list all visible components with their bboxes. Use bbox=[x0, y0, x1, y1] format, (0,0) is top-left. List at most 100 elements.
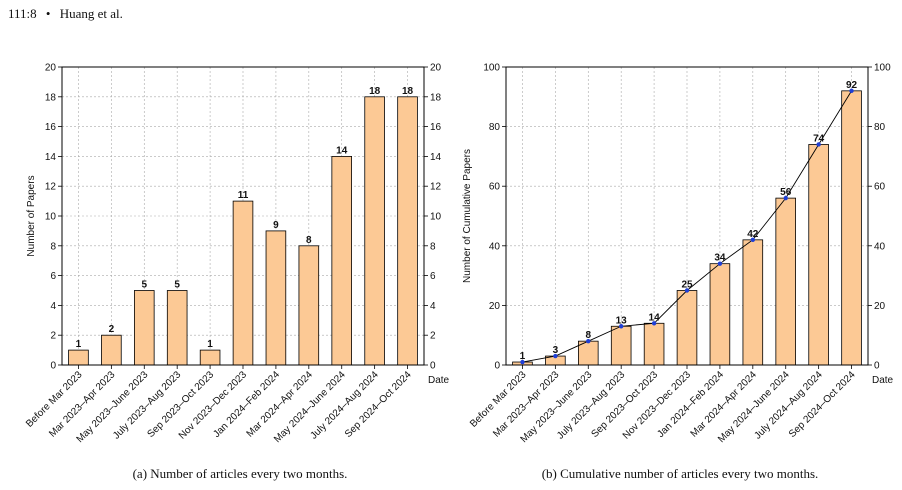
page-reference: 111:8 bbox=[8, 6, 37, 21]
value-label: 14 bbox=[336, 145, 348, 156]
y-tick-label-left: 100 bbox=[483, 63, 500, 74]
bar bbox=[808, 144, 829, 366]
y-tick-label-left: 60 bbox=[489, 182, 501, 193]
line-marker bbox=[684, 288, 690, 293]
line-marker bbox=[586, 338, 591, 344]
y-tick-label-right: 20 bbox=[430, 63, 442, 74]
value-label: 18 bbox=[402, 86, 414, 97]
y-tick-label-right: 12 bbox=[430, 182, 442, 193]
bar bbox=[298, 245, 320, 366]
y-tick-label-left: 14 bbox=[45, 152, 57, 163]
caption-a: (a) Number of articles every two months. bbox=[132, 466, 348, 481]
bar bbox=[742, 239, 764, 366]
bar bbox=[610, 325, 632, 366]
value-label: 8 bbox=[585, 330, 591, 341]
y-tick-label-left: 8 bbox=[50, 241, 56, 252]
value-label: 1 bbox=[207, 339, 213, 350]
bar bbox=[101, 334, 122, 366]
bar bbox=[331, 155, 353, 366]
y-tick-label-left: 20 bbox=[489, 301, 501, 312]
line-marker bbox=[553, 353, 558, 359]
bar bbox=[643, 322, 665, 366]
value-label: 18 bbox=[369, 86, 381, 97]
value-label: 3 bbox=[553, 345, 559, 356]
value-label: 56 bbox=[780, 187, 792, 198]
value-label: 5 bbox=[141, 280, 147, 291]
bar bbox=[232, 200, 254, 366]
x-tick-label: Sep 2024–Oct 2024 bbox=[787, 369, 858, 440]
value-label: 13 bbox=[616, 315, 628, 326]
y-tick-label-left: 40 bbox=[489, 241, 501, 252]
y-tick-label-left: 0 bbox=[494, 361, 500, 372]
y-tick-label-left: 2 bbox=[50, 331, 56, 342]
x-tick-label: Before Mar 2023 bbox=[468, 369, 529, 430]
y-axis-label: Number of Papers bbox=[26, 175, 37, 256]
value-label: 9 bbox=[273, 220, 279, 231]
y-tick-label-right: 0 bbox=[874, 361, 880, 372]
y-tick-label-right: 16 bbox=[430, 122, 442, 133]
line-marker bbox=[750, 237, 756, 243]
bar bbox=[265, 230, 287, 366]
bar bbox=[676, 290, 698, 366]
y-tick-label-right: 2 bbox=[430, 331, 436, 342]
y-tick-label-left: 10 bbox=[45, 212, 57, 223]
y-tick-label-right: 0 bbox=[430, 361, 436, 372]
value-label: 8 bbox=[306, 235, 312, 246]
value-label: 2 bbox=[109, 324, 115, 335]
y-axis-label: Number of Cumulative Papers bbox=[462, 149, 473, 283]
page-header: 111:8 • Huang et al. bbox=[8, 6, 129, 22]
y-tick-label-left: 0 bbox=[50, 361, 56, 372]
bar bbox=[68, 349, 89, 366]
y-tick-label-left: 16 bbox=[45, 122, 57, 133]
value-label: 34 bbox=[714, 253, 726, 264]
bar bbox=[166, 290, 188, 366]
line-marker bbox=[618, 324, 624, 329]
bar bbox=[199, 349, 221, 366]
header-authors: Huang et al. bbox=[59, 6, 123, 21]
bar bbox=[133, 290, 155, 366]
line-marker bbox=[520, 359, 525, 365]
y-tick-label-left: 4 bbox=[50, 301, 56, 312]
y-tick-label-right: 14 bbox=[430, 152, 442, 163]
value-label: 11 bbox=[238, 190, 249, 201]
value-label: 5 bbox=[174, 280, 180, 291]
bar bbox=[775, 197, 797, 366]
y-tick-label-right: 80 bbox=[874, 122, 886, 133]
value-label: 42 bbox=[747, 229, 759, 240]
y-tick-label-left: 80 bbox=[489, 122, 501, 133]
y-tick-label-right: 10 bbox=[430, 212, 442, 223]
value-label: 25 bbox=[681, 280, 693, 291]
y-tick-label-left: 20 bbox=[45, 63, 57, 74]
y-tick-label-left: 6 bbox=[50, 271, 56, 282]
y-tick-label-right: 4 bbox=[430, 301, 436, 312]
value-label: 14 bbox=[649, 312, 661, 323]
y-tick-label-left: 18 bbox=[45, 92, 57, 103]
x-axis-label: Date bbox=[872, 375, 894, 386]
x-axis-label: Date bbox=[428, 375, 450, 386]
line-marker bbox=[849, 88, 854, 94]
value-label: 1 bbox=[520, 351, 526, 362]
line-marker bbox=[816, 142, 821, 147]
y-tick-label-left: 12 bbox=[45, 182, 57, 193]
header-bullet: • bbox=[45, 6, 51, 21]
value-label: 1 bbox=[76, 339, 82, 350]
caption-b: (b) Cumulative number of articles every … bbox=[541, 466, 819, 481]
value-label: 74 bbox=[813, 133, 825, 144]
x-tick-label: Before Mar 2023 bbox=[24, 369, 85, 430]
y-tick-label-right: 8 bbox=[430, 241, 436, 252]
line-marker bbox=[783, 195, 788, 201]
y-tick-label-right: 40 bbox=[874, 241, 886, 252]
y-tick-label-right: 20 bbox=[874, 301, 886, 312]
line-marker bbox=[651, 321, 657, 326]
bar bbox=[841, 90, 862, 366]
x-tick-label: Sep 2024–Oct 2024 bbox=[343, 369, 414, 440]
bar bbox=[364, 96, 385, 366]
bar bbox=[397, 96, 418, 366]
value-label: 92 bbox=[846, 80, 858, 91]
y-tick-label-right: 6 bbox=[430, 271, 436, 282]
y-tick-label-right: 100 bbox=[874, 63, 891, 74]
y-tick-label-right: 18 bbox=[430, 92, 442, 103]
